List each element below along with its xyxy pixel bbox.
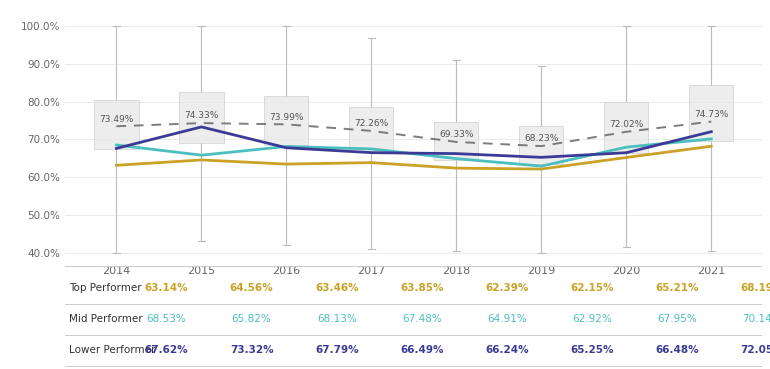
Bar [519, 126, 564, 164]
Text: Lower Performer: Lower Performer [69, 345, 156, 355]
Bar [689, 85, 733, 141]
Text: 64.56%: 64.56% [229, 283, 273, 293]
Bar [350, 107, 393, 151]
Text: 62.39%: 62.39% [485, 283, 529, 293]
Text: 63.14%: 63.14% [145, 283, 189, 293]
Text: 68.53%: 68.53% [146, 314, 186, 324]
Text: 74.33%: 74.33% [184, 111, 219, 120]
Text: 68.19%: 68.19% [741, 283, 770, 293]
Bar [179, 92, 223, 143]
Text: Mid Performer: Mid Performer [69, 314, 142, 324]
Text: 64.91%: 64.91% [487, 314, 527, 324]
Text: 72.05%: 72.05% [741, 345, 770, 355]
Text: 62.92%: 62.92% [572, 314, 612, 324]
Text: 73.49%: 73.49% [99, 115, 134, 124]
Text: 67.79%: 67.79% [315, 345, 359, 355]
Text: Top Performer: Top Performer [69, 283, 142, 293]
Text: 65.25%: 65.25% [571, 345, 614, 355]
Text: 67.95%: 67.95% [658, 314, 697, 324]
Text: 68.13%: 68.13% [316, 314, 357, 324]
Text: 67.62%: 67.62% [145, 345, 189, 355]
Text: 69.33%: 69.33% [439, 130, 474, 139]
Text: 73.99%: 73.99% [270, 113, 303, 122]
Text: 66.24%: 66.24% [485, 345, 529, 355]
Text: 72.02%: 72.02% [609, 120, 644, 129]
Text: 68.23%: 68.23% [524, 134, 558, 144]
Text: 72.26%: 72.26% [354, 119, 389, 128]
Text: 65.82%: 65.82% [232, 314, 272, 324]
Text: 63.46%: 63.46% [315, 283, 359, 293]
Bar [264, 96, 309, 145]
Text: 70.14%: 70.14% [742, 314, 770, 324]
Bar [434, 123, 478, 160]
Text: 73.32%: 73.32% [229, 345, 273, 355]
Text: 62.15%: 62.15% [571, 283, 614, 293]
Text: 74.73%: 74.73% [694, 110, 728, 119]
Bar [95, 100, 139, 149]
Text: 66.48%: 66.48% [655, 345, 699, 355]
Text: 63.85%: 63.85% [400, 283, 444, 293]
Text: 67.48%: 67.48% [402, 314, 442, 324]
Bar [604, 102, 648, 153]
Text: 66.49%: 66.49% [400, 345, 444, 355]
Text: 65.21%: 65.21% [655, 283, 699, 293]
